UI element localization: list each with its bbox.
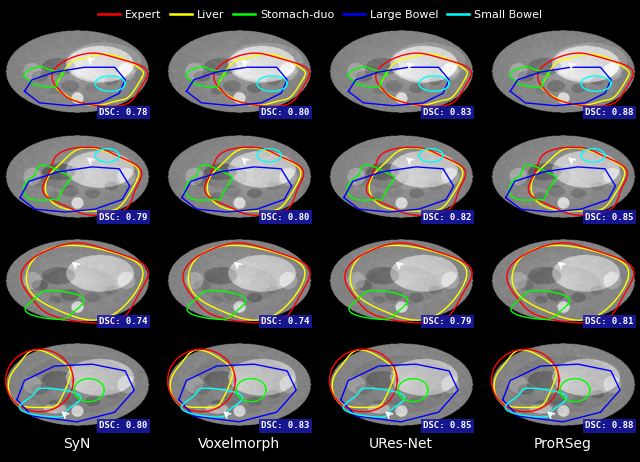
Text: URes-Net: URes-Net [369, 437, 433, 451]
Text: Voxelmorph: Voxelmorph [198, 437, 280, 451]
Text: DSC: 0.80: DSC: 0.80 [99, 421, 148, 431]
Text: DSC: 0.79: DSC: 0.79 [423, 317, 472, 326]
Text: DSC: 0.88: DSC: 0.88 [585, 108, 634, 117]
Text: DSC: 0.83: DSC: 0.83 [423, 108, 472, 117]
Text: DSC: 0.82: DSC: 0.82 [423, 213, 472, 222]
Text: SyN: SyN [63, 437, 91, 451]
Text: DSC: 0.74: DSC: 0.74 [261, 317, 310, 326]
Text: DSC: 0.81: DSC: 0.81 [585, 317, 634, 326]
Text: DSC: 0.78: DSC: 0.78 [99, 108, 148, 117]
Text: ProRSeg: ProRSeg [534, 437, 592, 451]
Legend: Expert, Liver, Stomach-duo, Large Bowel, Small Bowel: Expert, Liver, Stomach-duo, Large Bowel,… [93, 6, 547, 24]
Text: DSC: 0.85: DSC: 0.85 [585, 213, 634, 222]
Text: DSC: 0.74: DSC: 0.74 [99, 317, 148, 326]
Text: DSC: 0.80: DSC: 0.80 [261, 213, 310, 222]
Text: DSC: 0.83: DSC: 0.83 [261, 421, 310, 431]
Text: DSC: 0.88: DSC: 0.88 [585, 421, 634, 431]
Text: DSC: 0.85: DSC: 0.85 [423, 421, 472, 431]
Text: DSC: 0.79: DSC: 0.79 [99, 213, 148, 222]
Text: DSC: 0.80: DSC: 0.80 [261, 108, 310, 117]
